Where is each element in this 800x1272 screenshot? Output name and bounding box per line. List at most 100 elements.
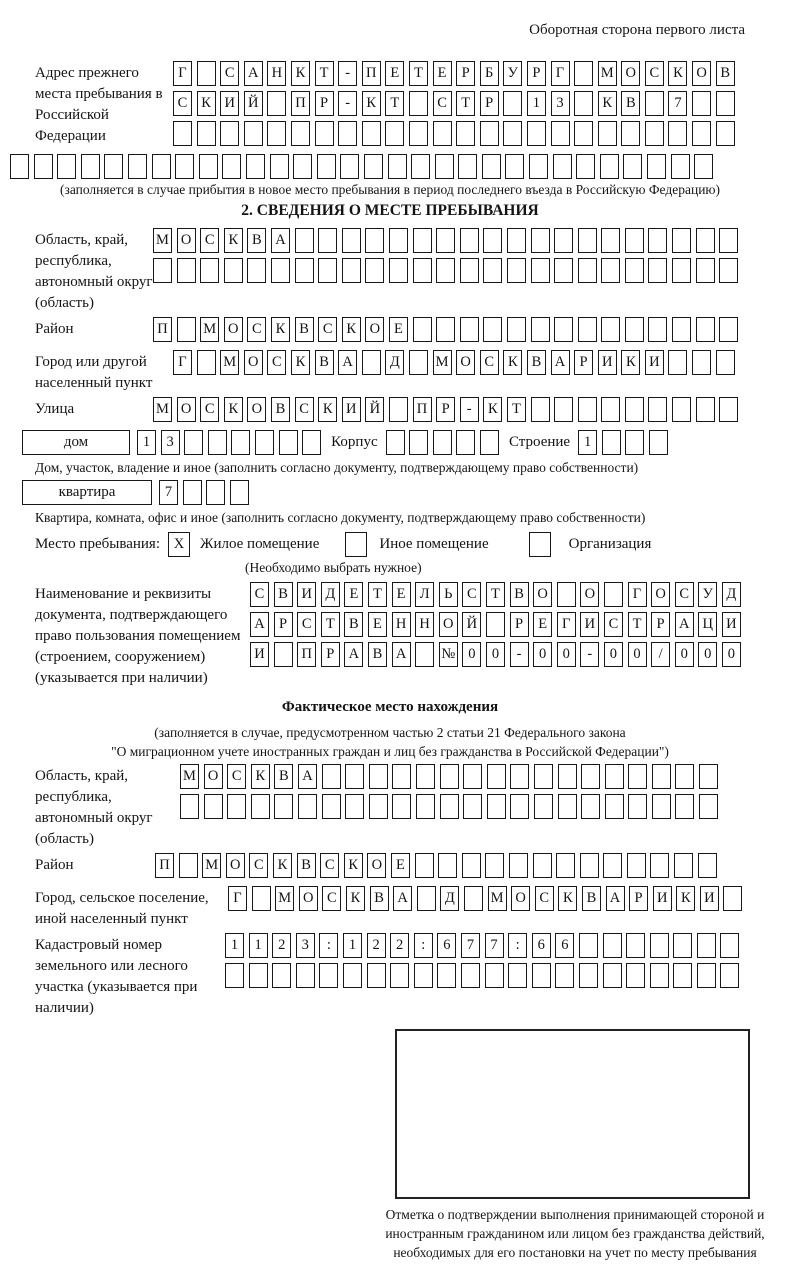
char-box[interactable]: Р <box>273 612 293 637</box>
char-box[interactable]: 2 <box>272 933 292 958</box>
char-box[interactable] <box>694 154 714 179</box>
char-box[interactable] <box>390 963 410 988</box>
char-box[interactable]: М <box>487 886 507 911</box>
char-box[interactable]: В <box>344 612 364 637</box>
char-box[interactable] <box>206 480 226 505</box>
char-box[interactable] <box>602 933 622 958</box>
char-box[interactable] <box>227 794 247 819</box>
char-box[interactable] <box>319 963 339 988</box>
char-box[interactable] <box>225 963 244 988</box>
char-box[interactable] <box>57 154 77 179</box>
char-box[interactable] <box>505 154 525 179</box>
char-box[interactable]: К <box>290 61 310 86</box>
char-box[interactable] <box>530 397 550 422</box>
char-box[interactable]: У <box>503 61 523 86</box>
char-box[interactable] <box>668 350 688 375</box>
char-box[interactable]: О <box>580 582 600 607</box>
char-box[interactable]: / <box>651 642 671 667</box>
char-box[interactable] <box>479 430 499 455</box>
char-box[interactable] <box>695 397 715 422</box>
char-box[interactable]: 0 <box>721 642 741 667</box>
char-box[interactable] <box>554 258 574 283</box>
char-box[interactable]: Ц <box>698 612 718 637</box>
char-box[interactable] <box>699 794 719 819</box>
char-box[interactable] <box>413 963 433 988</box>
char-box[interactable] <box>530 317 550 342</box>
char-box[interactable] <box>345 764 365 789</box>
char-box[interactable] <box>414 853 434 878</box>
char-box[interactable] <box>321 764 341 789</box>
char-box[interactable]: В <box>715 61 735 86</box>
char-box[interactable] <box>33 154 53 179</box>
char-box[interactable] <box>696 933 716 958</box>
char-box[interactable]: Р <box>509 612 529 637</box>
char-box[interactable]: Т <box>314 61 334 86</box>
char-box[interactable] <box>510 764 530 789</box>
char-box[interactable] <box>483 317 503 342</box>
char-box[interactable] <box>250 794 270 819</box>
char-box[interactable]: С <box>294 397 314 422</box>
char-box[interactable] <box>533 764 553 789</box>
char-box[interactable] <box>432 121 452 146</box>
char-box[interactable] <box>293 154 313 179</box>
char-box[interactable] <box>526 121 546 146</box>
char-box[interactable] <box>719 317 739 342</box>
char-box[interactable] <box>647 154 667 179</box>
char-box[interactable] <box>715 350 735 375</box>
char-box[interactable] <box>411 154 431 179</box>
char-box[interactable] <box>479 121 499 146</box>
char-box[interactable]: К <box>272 853 292 878</box>
char-box[interactable] <box>506 228 526 253</box>
char-box[interactable] <box>579 853 599 878</box>
char-box[interactable]: К <box>621 350 641 375</box>
char-box[interactable] <box>267 91 287 116</box>
char-box[interactable]: С <box>220 61 240 86</box>
char-box[interactable]: Т <box>367 582 387 607</box>
char-box[interactable] <box>416 886 436 911</box>
char-box[interactable] <box>368 764 388 789</box>
char-box[interactable]: Г <box>173 350 192 375</box>
char-box[interactable] <box>625 430 645 455</box>
char-box[interactable]: А <box>391 642 411 667</box>
char-box[interactable] <box>648 228 668 253</box>
char-box[interactable] <box>574 91 594 116</box>
char-box[interactable]: В <box>509 582 529 607</box>
char-box[interactable]: М <box>275 886 295 911</box>
char-box[interactable] <box>578 963 598 988</box>
char-box[interactable] <box>127 154 147 179</box>
char-box[interactable]: К <box>250 764 270 789</box>
char-box[interactable]: О <box>365 317 385 342</box>
char-box[interactable] <box>321 794 341 819</box>
char-box[interactable] <box>623 154 643 179</box>
char-box[interactable] <box>297 794 317 819</box>
char-box[interactable]: О <box>456 350 476 375</box>
char-box[interactable]: И <box>580 612 600 637</box>
char-box[interactable] <box>672 397 692 422</box>
char-box[interactable] <box>651 764 671 789</box>
checkbox-zhiloe-pomeshchenie[interactable]: X <box>168 532 190 557</box>
char-box[interactable] <box>461 853 481 878</box>
char-box[interactable]: Т <box>408 61 428 86</box>
char-box[interactable] <box>439 764 459 789</box>
char-box[interactable]: 3 <box>550 91 570 116</box>
char-box[interactable]: С <box>267 350 287 375</box>
char-box[interactable]: Р <box>526 61 546 86</box>
char-box[interactable]: К <box>361 91 381 116</box>
char-box[interactable] <box>290 121 310 146</box>
char-box[interactable] <box>388 258 408 283</box>
char-box[interactable]: М <box>597 61 617 86</box>
char-box[interactable]: П <box>297 642 317 667</box>
char-box[interactable] <box>173 121 192 146</box>
char-box[interactable]: И <box>721 612 741 637</box>
char-box[interactable]: Д <box>385 350 405 375</box>
char-box[interactable] <box>601 317 621 342</box>
char-box[interactable]: А <box>270 228 290 253</box>
char-box[interactable] <box>554 397 574 422</box>
char-box[interactable]: О <box>298 886 318 911</box>
char-box[interactable] <box>200 258 220 283</box>
char-box[interactable] <box>388 397 408 422</box>
char-box[interactable] <box>624 228 644 253</box>
char-box[interactable] <box>247 258 267 283</box>
char-box[interactable] <box>554 228 574 253</box>
char-box[interactable]: 7 <box>484 933 504 958</box>
